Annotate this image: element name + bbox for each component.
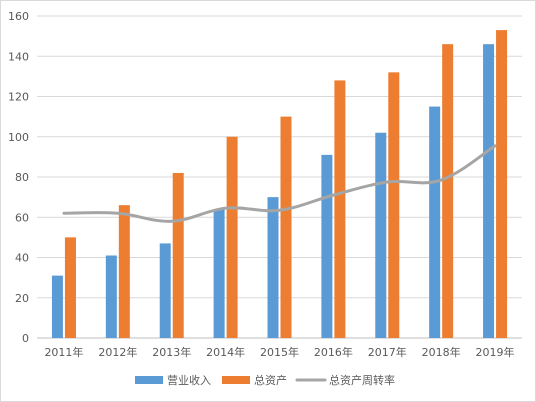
y-tick-label: 160 [8, 10, 29, 23]
revenue-bar [483, 44, 495, 339]
y-tick-label: 0 [22, 332, 29, 345]
y-tick-label: 120 [8, 91, 29, 104]
y-tick-label: 60 [15, 211, 29, 224]
revenue-bar [429, 106, 441, 338]
total-assets-bar [442, 44, 454, 339]
y-tick-label: 20 [15, 292, 29, 305]
revenue-bar [267, 197, 279, 338]
y-axis-tick-labels: 0 20 40 60 80 100 120 140 160 [8, 10, 29, 345]
legend: 营业收入 总资产 总资产周转率 [135, 373, 395, 387]
x-tick-label: 2018年 [422, 345, 461, 359]
revenue-bar [159, 243, 171, 338]
x-tick-label: 2012年 [98, 345, 137, 359]
x-tick-label: 2017年 [368, 345, 407, 359]
total-assets-bar [388, 72, 400, 338]
total-assets-bar [118, 205, 130, 338]
legend-swatch-revenue [135, 376, 163, 384]
legend-label-total-assets: 总资产 [254, 373, 287, 387]
turnover-line [62, 144, 497, 223]
x-axis-tick-labels: 2011年 2012年 2013年 2014年 2015年 2016年 2017年 2018年… [44, 345, 514, 359]
x-tick-label: 2013年 [152, 345, 191, 359]
revenue-bar [213, 209, 225, 338]
legend-swatch-total-assets [222, 376, 250, 384]
revenue-bar [375, 132, 387, 338]
revenue-bar [321, 154, 333, 338]
x-tick-label: 2014年 [206, 345, 245, 359]
legend-label-turnover: 总资产周转率 [329, 373, 395, 387]
x-tick-label: 2016年 [314, 345, 353, 359]
revenue-bar [51, 275, 63, 338]
total-assets-bar [280, 116, 292, 338]
gridlines [37, 15, 522, 299]
total-assets-bar [496, 30, 508, 339]
total-assets-bar [172, 172, 184, 338]
x-tick-label: 2019年 [476, 345, 515, 359]
bars [51, 30, 508, 339]
y-tick-label: 100 [8, 131, 29, 144]
total-assets-bar [226, 136, 238, 338]
y-tick-label: 80 [15, 171, 29, 184]
x-tick-label: 2015年 [260, 345, 299, 359]
y-tick-label: 40 [15, 252, 29, 265]
x-tick-label: 2011年 [44, 345, 83, 359]
revenue-bar [105, 255, 117, 338]
y-tick-label: 140 [8, 50, 29, 63]
total-assets-bar [334, 80, 346, 339]
legend-label-revenue: 营业收入 [167, 373, 211, 387]
total-assets-bar [64, 237, 76, 338]
turnover-line-path [62, 144, 497, 223]
